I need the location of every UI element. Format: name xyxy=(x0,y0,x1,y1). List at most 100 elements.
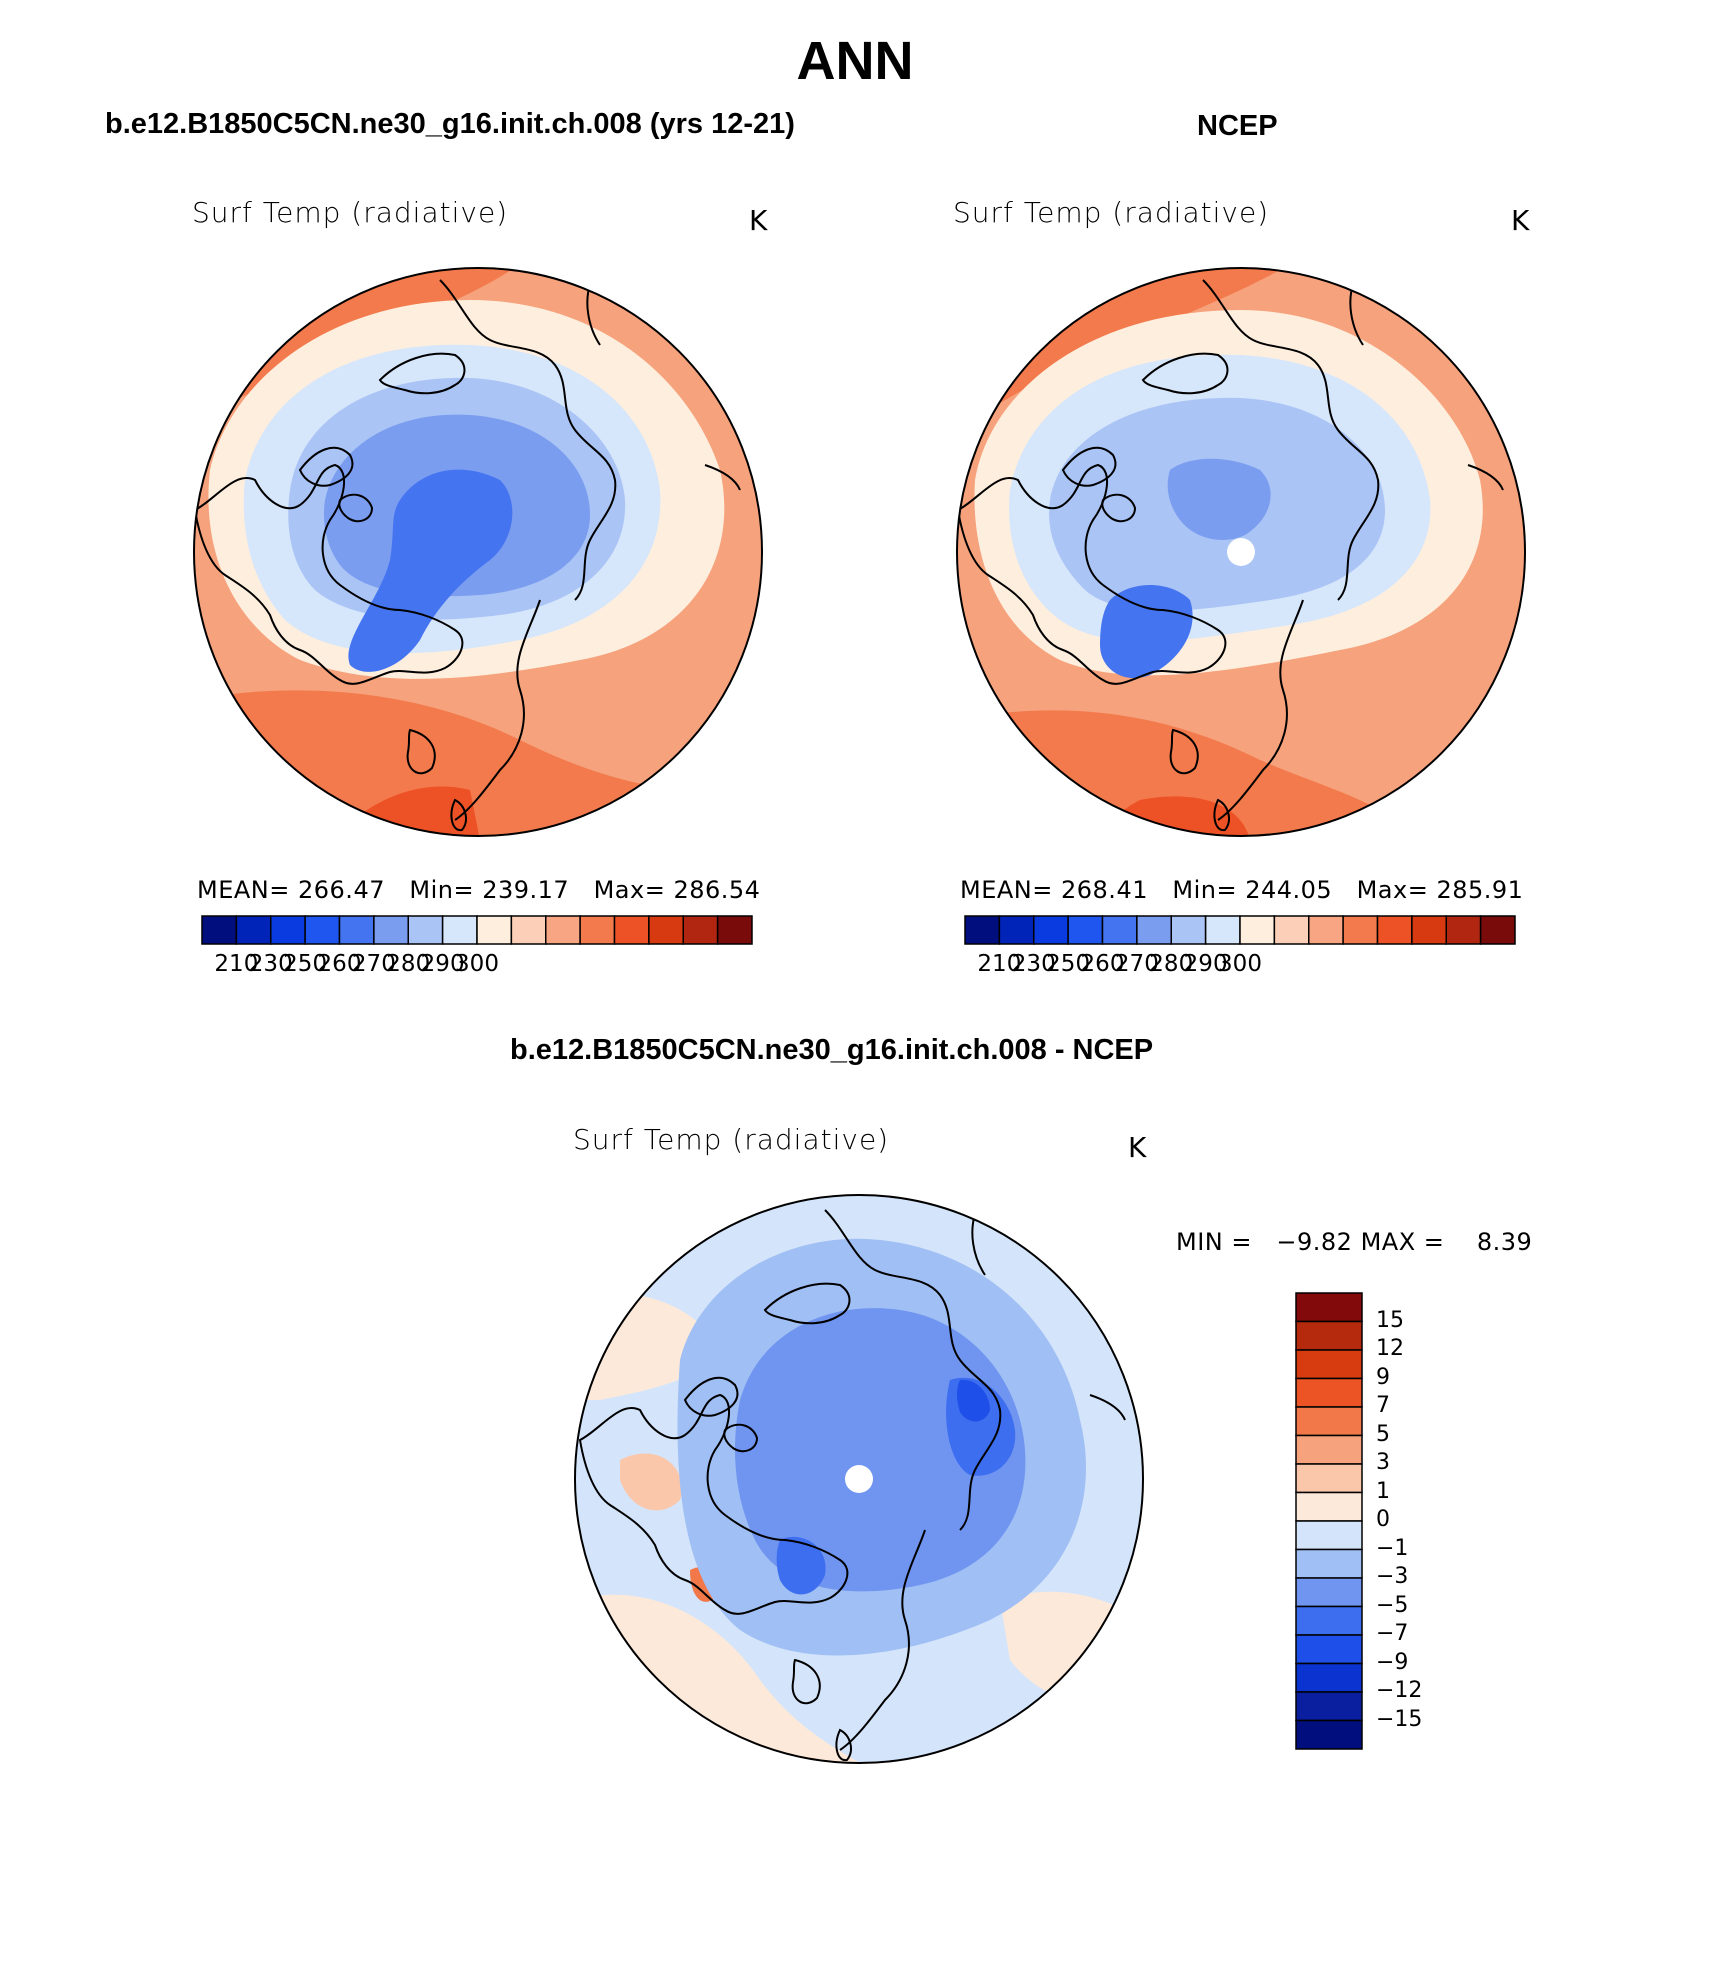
model-colorbar-box xyxy=(682,915,719,945)
diff-colorbar-tick-label: 15 xyxy=(1376,1307,1404,1333)
model-contour-240 xyxy=(348,469,513,672)
obs-stats: MEAN= 268.41 Min= 244.05 Max= 285.91 xyxy=(960,876,1523,904)
model-coast-britain xyxy=(450,798,467,832)
obs-colorbar xyxy=(964,915,1516,945)
diff-min-value: −9.82 xyxy=(1276,1228,1353,1256)
obs-contour-250 xyxy=(1167,458,1271,540)
obs-colorbar-box xyxy=(1308,915,1344,945)
diff-colorbar-tick-label: −1 xyxy=(1376,1535,1409,1561)
model-coast-greenland xyxy=(194,463,464,685)
obs-coast-scandinavia xyxy=(1217,599,1304,821)
obs-coast-siberia xyxy=(1202,279,1380,601)
obs-colorbar-tick-label: 230 xyxy=(1011,951,1056,977)
model-mean-value: 266.47 xyxy=(298,876,385,904)
model-colorbar-tick-label: 250 xyxy=(283,951,328,977)
obs-panel-title: NCEP xyxy=(1197,110,1278,142)
model-colorbar xyxy=(201,915,753,945)
diff-colorbar-box xyxy=(1295,1605,1363,1636)
obs-map-boundary xyxy=(956,267,1526,837)
model-colorbar-tick-label: 300 xyxy=(455,951,499,977)
obs-coast-greenland xyxy=(957,463,1227,685)
model-coast-siberia xyxy=(439,279,617,601)
model-coast-iceland xyxy=(406,728,436,775)
obs-min-label: Min= xyxy=(1172,876,1238,904)
obs-colorbar-box xyxy=(1445,915,1482,945)
diff-colorbar-tick-label: 0 xyxy=(1376,1507,1390,1532)
obs-colorbar-box xyxy=(1136,915,1172,945)
diff-colorbar-box xyxy=(1295,1662,1363,1693)
diff-colorbar-box xyxy=(1295,1292,1363,1323)
obs-mean-label: MEAN= xyxy=(960,876,1053,904)
model-colorbar-tick-label: 290 xyxy=(420,951,465,977)
diff-colorbar-tick-label: −5 xyxy=(1376,1592,1409,1618)
diff-colorbar-box xyxy=(1295,1491,1363,1522)
diff-colorbar xyxy=(1295,1292,1363,1750)
model-units-label: K xyxy=(749,204,768,237)
model-variable-title: Surf Temp (radiative) xyxy=(192,196,509,229)
diff-colorbar-box xyxy=(1295,1463,1363,1494)
model-colorbar-tick-label: 260 xyxy=(317,951,362,977)
diff-neg-contour-3 xyxy=(735,1308,1026,1592)
diff-max-value: 8.39 xyxy=(1476,1228,1533,1256)
obs-colorbar-box xyxy=(998,915,1035,945)
model-colorbar-box xyxy=(441,915,478,945)
diff-polar-map xyxy=(575,1195,1143,1763)
obs-max-label: Max= xyxy=(1356,876,1429,904)
diff-colorbar-box xyxy=(1295,1548,1363,1579)
obs-colorbar-tick-label: 250 xyxy=(1046,951,1091,977)
diff-colorbar-tick-label: 7 xyxy=(1376,1393,1390,1418)
model-colorbar-tick-label: 270 xyxy=(351,951,396,977)
model-max-value: 286.54 xyxy=(673,876,761,904)
diff-colorbar-tick-label: 12 xyxy=(1376,1336,1404,1361)
diff-colorbar-box xyxy=(1295,1377,1363,1408)
obs-mean-value: 268.41 xyxy=(1061,876,1148,904)
model-coast-alaska-fragment xyxy=(704,464,741,491)
obs-colorbar-tick-label: 300 xyxy=(1218,951,1262,977)
diff-coast-alaska-fragment xyxy=(1089,1394,1126,1421)
obs-colorbar-box xyxy=(1376,915,1413,945)
obs-colorbar-box xyxy=(1170,915,1207,945)
diff-colorbar-box xyxy=(1295,1520,1363,1551)
model-colorbar-box xyxy=(270,915,306,945)
diff-colorbar-box xyxy=(1295,1406,1363,1437)
diff-pole-hole xyxy=(845,1465,873,1493)
diff-panel-title: b.e12.B1850C5CN.ne30_g16.init.ch.008 - N… xyxy=(510,1034,1154,1066)
obs-colorbar-box xyxy=(964,915,1001,945)
model-colorbar-box xyxy=(648,915,684,945)
obs-coast-island-2 xyxy=(1101,493,1137,523)
model-colorbar-box xyxy=(510,915,547,945)
model-max-label: Max= xyxy=(593,876,666,904)
diff-colorbar-box xyxy=(1295,1349,1363,1380)
obs-colorbar-box xyxy=(1239,915,1276,945)
diff-colorbar-tick-label: −15 xyxy=(1376,1706,1423,1732)
obs-colorbar-box xyxy=(1204,915,1241,945)
model-colorbar-box xyxy=(304,915,341,945)
obs-colorbar-tick-label: 290 xyxy=(1183,951,1228,977)
model-coast-island-2 xyxy=(338,493,374,523)
diff-colorbar-box xyxy=(1295,1691,1363,1722)
model-colorbar-box xyxy=(476,915,513,945)
model-stats: MEAN= 266.47 Min= 239.17 Max= 286.54 xyxy=(197,876,760,904)
obs-variable-title: Surf Temp (radiative) xyxy=(953,196,1270,229)
model-colorbar-box xyxy=(338,915,375,945)
obs-coast-iceland xyxy=(1169,728,1199,775)
obs-colorbar-tick-label: 270 xyxy=(1114,951,1159,977)
model-polar-map xyxy=(194,268,762,836)
diff-colorbar-tick-label: −7 xyxy=(1376,1621,1409,1646)
model-min-value: 239.17 xyxy=(482,876,570,904)
model-coast-island-1 xyxy=(298,446,354,487)
model-coastlines xyxy=(194,271,741,832)
diff-neg-contour-7 xyxy=(957,1379,990,1422)
diff-coast-island-3 xyxy=(763,1282,851,1325)
model-colorbar-tick-label: 280 xyxy=(386,951,431,977)
model-colorbar-tick-label: 230 xyxy=(248,951,293,977)
obs-colorbar-box xyxy=(1101,915,1138,945)
diff-coast-island-2 xyxy=(723,1423,759,1453)
diff-colorbar-box xyxy=(1295,1634,1363,1665)
obs-polar-map xyxy=(957,268,1525,836)
obs-pole-hole xyxy=(1227,538,1255,566)
obs-colorbar-tick-label: 280 xyxy=(1149,951,1194,977)
model-colorbar-box xyxy=(201,915,238,945)
obs-colorbar-box xyxy=(1067,915,1104,945)
